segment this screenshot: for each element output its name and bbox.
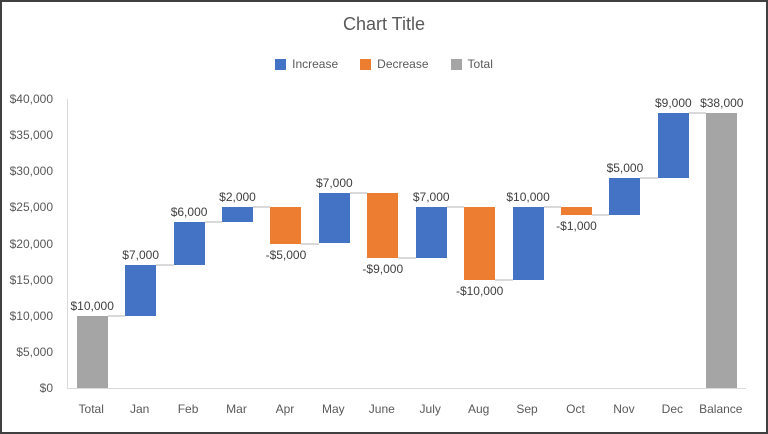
x-label-june: June (368, 402, 395, 416)
bar-apr (270, 207, 302, 244)
x-label-sep: Sep (516, 402, 538, 416)
chart-title: Chart Title (342, 14, 426, 34)
bar-aug (464, 207, 496, 280)
connector-july-aug (446, 206, 465, 209)
bar-july (415, 207, 447, 258)
bar-label-total: $10,000 (70, 298, 114, 313)
legend-swatch-total (450, 58, 462, 70)
bar-dec (657, 113, 689, 179)
bar-label-nov: $5,000 (606, 161, 644, 176)
bar-mar (222, 207, 253, 222)
connector-mar-apr (253, 206, 271, 209)
y-tick--25-000: $25,000 (9, 200, 53, 215)
x-axis: Total Jan Feb Mar Apr May June July Aug Sep Oct Nov… (67, 398, 746, 418)
bar-label-june: -$9,000 (362, 261, 404, 276)
y-tick--20-000: $20,000 (9, 236, 53, 251)
bar-total (76, 315, 108, 388)
bar-label-aug: -$10,000 (455, 283, 504, 298)
legend-item-decrease: Decrease (360, 57, 429, 71)
x-label-nov: Nov (613, 402, 635, 416)
connector-sep-oct (543, 206, 561, 209)
bar-label-oct: -$1,000 (556, 218, 597, 233)
connector-nov-dec (640, 177, 658, 180)
bar-balance (706, 113, 738, 388)
legend-item-total: Total (450, 57, 493, 71)
connector-oct-nov (592, 213, 610, 216)
x-label-mar: Mar (226, 402, 247, 416)
legend-label-increase: Increase (292, 57, 339, 71)
x-label-july: July (419, 402, 441, 416)
x-label-may: May (322, 402, 345, 416)
x-label-aug: Aug (467, 402, 490, 416)
bar-may (318, 192, 350, 244)
y-axis: $0 $5,000 $10,000 $15,000 $20,000 $25,000 $30,… (2, 92, 60, 395)
bar-sep (512, 207, 544, 280)
y-tick--0: $0 (39, 381, 53, 395)
bar-label-sep: $10,000 (506, 190, 550, 205)
bar-oct (561, 207, 592, 215)
connector-total-jan (107, 314, 126, 317)
legend: Increase Decrease Total (2, 57, 766, 71)
x-label-dec: Dec (661, 402, 684, 416)
connector-jan-feb (156, 264, 174, 267)
legend-swatch-increase (275, 58, 287, 70)
bar-label-may: $7,000 (315, 175, 353, 190)
connector-june-july (398, 256, 416, 259)
y-tick--40-000: $40,000 (9, 92, 53, 106)
x-label-apr: Apr (275, 402, 295, 416)
x-label-feb: Feb (177, 402, 199, 416)
legend-label-total: Total (467, 57, 493, 71)
y-tick--30-000: $30,000 (9, 164, 53, 179)
x-label-total: Total (78, 402, 104, 416)
connector-apr-may (301, 242, 319, 245)
bar-label-balance: $38,000 (700, 96, 744, 111)
connector-feb-mar (204, 220, 222, 223)
bar-nov (609, 178, 641, 215)
y-tick--5-000: $5,000 (16, 344, 53, 359)
y-tick--10-000: $10,000 (9, 308, 53, 323)
bar-june (367, 192, 399, 258)
y-tick--15-000: $15,000 (9, 272, 53, 287)
x-label-balance: Balance (699, 402, 743, 416)
bar-label-feb: $6,000 (170, 204, 208, 219)
bar-jan (125, 265, 157, 316)
legend-label-decrease: Decrease (377, 57, 429, 71)
x-label-oct: Oct (566, 402, 585, 416)
connector-may-june (349, 191, 368, 194)
bar-label-jan: $7,000 (122, 248, 159, 263)
bar-label-apr: -$5,000 (265, 247, 307, 262)
x-label-jan: Jan (129, 402, 150, 416)
connector-dec-balance (688, 112, 707, 115)
legend-item-increase: Increase (275, 57, 338, 71)
y-tick--35-000: $35,000 (9, 128, 53, 143)
bar-label-july: $7,000 (412, 190, 450, 205)
connector-aug-sep (495, 278, 513, 281)
legend-swatch-decrease (360, 58, 372, 70)
bar-label-mar: $2,000 (219, 190, 256, 205)
bar-feb (173, 221, 205, 266)
plot-area: $10,000 $7,000 $6,000 $2,000 -$5,000 $7,000 -$… (67, 96, 746, 389)
bar-label-dec: $9,000 (654, 96, 692, 111)
